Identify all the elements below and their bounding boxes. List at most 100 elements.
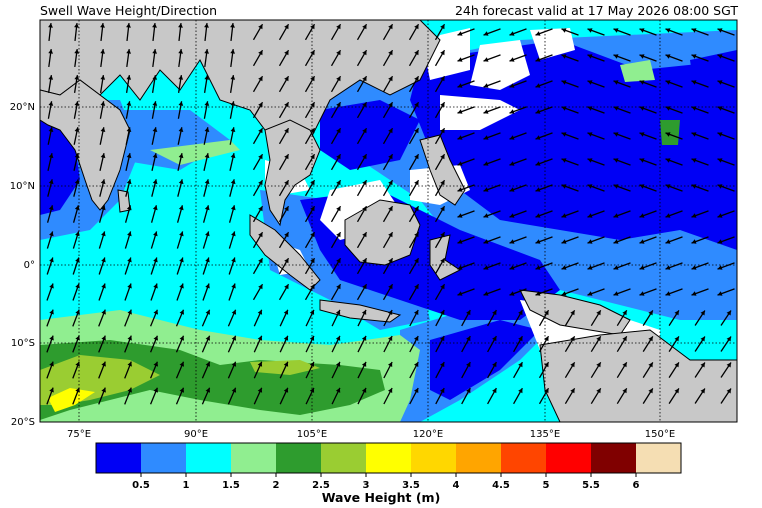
swell-arrow-head	[544, 310, 549, 316]
swell-arrow-head	[717, 213, 723, 218]
swell-arrow-head	[457, 265, 463, 270]
swell-arrow-head	[483, 265, 489, 270]
swell-arrow-head	[414, 50, 419, 56]
swell-arrow-head	[178, 75, 184, 80]
swell-arrow-head	[336, 76, 341, 82]
swell-arrow-head	[535, 31, 541, 36]
swell-arrow-head	[674, 388, 679, 394]
swell-arrow-head	[49, 387, 54, 393]
swell-arrow-head	[726, 388, 731, 394]
swell-arrow-head	[509, 187, 515, 192]
land-sri-lanka	[117, 189, 131, 213]
swell-arrow-head	[665, 213, 671, 218]
swell-arrow-head	[231, 309, 237, 315]
swell-arrow-head	[335, 387, 341, 393]
swell-arrow-head	[284, 128, 289, 134]
swell-arrow-head	[178, 205, 184, 211]
swell-arrow-head	[440, 102, 445, 108]
swell-arrow-head	[127, 309, 132, 315]
swell-arrow-head	[648, 388, 653, 394]
swell-arrow-head	[665, 158, 671, 163]
swell-arrow-head	[535, 213, 541, 218]
swell-arrow-head	[691, 239, 697, 244]
swell-arrow-head	[457, 239, 463, 244]
swell-arrow-head	[561, 291, 567, 296]
colorbar-tick-label: 3	[363, 480, 370, 491]
swell-arrow-head	[362, 128, 367, 134]
colorbar-tick-label: 5.5	[582, 480, 600, 491]
swell-arrow-head	[258, 206, 263, 212]
swell-arrow-head	[152, 23, 157, 28]
swell-arrow-head	[483, 31, 489, 36]
swell-arrow-head	[230, 127, 236, 132]
swell-arrow-head	[414, 76, 419, 82]
swell-arrow-head	[48, 179, 54, 185]
swell-arrow-head	[587, 213, 593, 218]
swell-arrow-head	[258, 258, 263, 264]
swell-arrow-head	[100, 49, 105, 54]
colorbar-tick-label: 0.5	[132, 480, 150, 491]
swell-arrow-head	[74, 127, 80, 132]
swell-arrow-head	[127, 283, 132, 289]
swell-arrow-head	[49, 335, 54, 341]
swell-arrow-head	[691, 54, 697, 59]
swell-arrow-head	[700, 336, 705, 342]
swell-arrow-head	[388, 336, 393, 341]
colorbar-swatch	[276, 443, 321, 473]
colorbar-title: Wave Height (m)	[321, 490, 441, 505]
swell-arrow-head	[587, 184, 593, 189]
swell-arrow-head	[388, 232, 393, 238]
swell-arrow-head	[152, 49, 157, 54]
swell-arrow-head	[283, 335, 289, 341]
colorbar-tick-label: 1.5	[222, 480, 240, 491]
swell-arrow-head	[414, 362, 419, 367]
swell-arrow-head	[440, 258, 445, 264]
swell-arrow-head	[388, 180, 393, 186]
swell-arrow-head	[152, 179, 158, 185]
swell-arrow-head	[153, 231, 158, 237]
swell-arrow-head	[518, 362, 523, 368]
swell-arrow-head	[509, 213, 515, 218]
swell-arrow-head	[509, 57, 515, 62]
swell-arrow-head	[388, 206, 393, 212]
swell-arrow-head	[310, 128, 315, 134]
swell-arrow-head	[440, 232, 445, 238]
swell-arrow-head	[257, 361, 263, 367]
land-philippines	[419, 134, 466, 206]
swell-arrow-head	[362, 76, 367, 82]
swell-arrow-head	[48, 101, 54, 106]
swell-arrow-head	[674, 310, 679, 316]
swell-arrow-head	[126, 23, 131, 28]
swell-arrow-head	[665, 184, 671, 189]
swell-arrow-head	[361, 309, 367, 315]
swell-arrow-head	[153, 387, 158, 393]
swell-arrow-head	[613, 184, 619, 189]
chart-title: Swell Wave Height/Direction	[40, 3, 218, 18]
swell-arrow-head	[665, 132, 671, 137]
swell-arrow-head	[700, 362, 705, 368]
swell-arrow-head	[414, 336, 419, 341]
land-india	[40, 79, 131, 211]
swell-arrow-head	[388, 128, 393, 134]
swell-arrow-head	[440, 206, 445, 212]
swell-arrow-head	[414, 310, 419, 315]
swell-arrow-head	[691, 291, 697, 296]
swell-arrow-head	[388, 362, 393, 367]
swell-arrow-head	[665, 80, 671, 85]
colorbar-swatch	[591, 443, 636, 473]
lon-tick-135e: 135°E	[530, 429, 560, 440]
swell-arrow-head	[48, 49, 53, 54]
swell-arrow-head	[518, 336, 523, 342]
swell-arrow-head	[717, 132, 723, 137]
swell-arrow-head	[204, 75, 210, 80]
swell-arrow-head	[561, 158, 567, 163]
swell-arrow-head	[100, 153, 106, 159]
swell-arrow-head	[457, 83, 463, 88]
swell-arrow-head	[414, 128, 419, 134]
swell-arrow-head	[414, 180, 419, 186]
swell-arrow-head	[613, 239, 619, 244]
swell-arrow-head	[153, 335, 158, 341]
swell-arrow-head	[596, 362, 601, 368]
swell-arrow-head	[101, 231, 106, 237]
swell-arrow-head	[127, 387, 132, 393]
